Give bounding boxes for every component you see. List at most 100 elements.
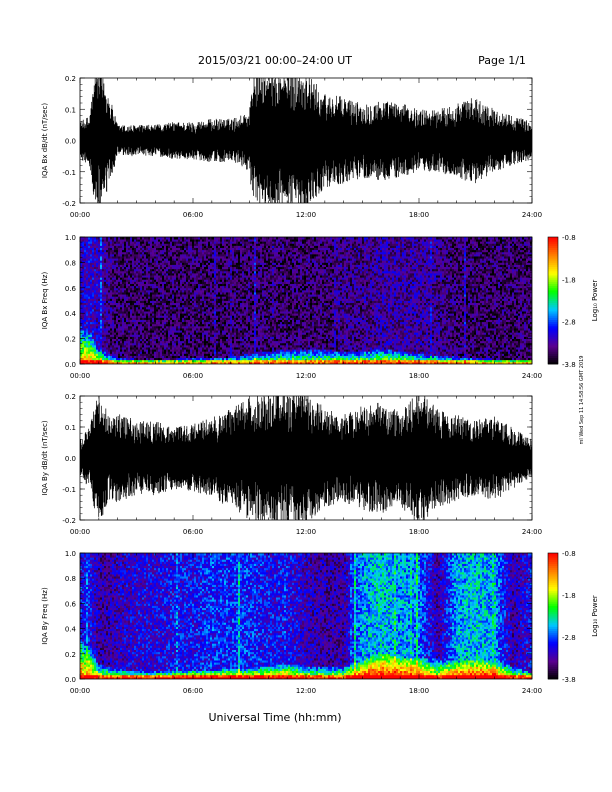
spectrogram-cell	[224, 294, 227, 297]
spectrogram-cell	[92, 275, 95, 278]
spectrogram-cell	[82, 302, 85, 306]
spectrogram-cell	[164, 270, 167, 274]
spectrogram-cell	[128, 321, 131, 325]
spectrogram-cell	[208, 344, 211, 348]
spectrogram-cell	[86, 311, 89, 314]
spectrogram-cell	[240, 349, 243, 352]
spectrogram-cell	[230, 268, 233, 272]
spectrogram-cell	[216, 355, 219, 359]
spectrogram-cell	[186, 347, 189, 350]
spectrogram-cell	[84, 239, 87, 242]
spectrogram-cell	[190, 344, 193, 348]
spectrogram-cell	[124, 283, 127, 287]
spectrogram-cell	[122, 353, 125, 356]
spectrogram-cell	[148, 272, 151, 276]
spectrogram-cell	[88, 298, 91, 301]
spectrogram-cell	[202, 317, 205, 320]
spectrogram-cell	[206, 302, 209, 306]
spectrogram-cell	[194, 237, 197, 240]
spectrogram-cell	[214, 264, 217, 268]
spectrogram-cell	[114, 239, 117, 242]
spectrogram-cell	[104, 287, 107, 291]
spectrogram-cell	[94, 272, 97, 276]
spectrogram-cell	[164, 308, 167, 312]
spectrogram-cell	[134, 279, 137, 282]
spectrogram-cell	[186, 306, 189, 310]
spectrogram-cell	[158, 283, 161, 287]
spectrogram-cell	[100, 296, 103, 299]
spectrogram-cell	[118, 336, 121, 339]
spectrogram-cell	[162, 321, 165, 325]
spectrogram-cell	[184, 287, 187, 291]
spectrogram-cell	[142, 349, 145, 352]
spectrogram-cell	[196, 353, 199, 356]
spectrogram-cell	[90, 361, 93, 364]
spectrogram-cell	[150, 256, 153, 259]
spectrogram-cell	[238, 328, 241, 331]
spectrogram-cell	[142, 306, 145, 310]
spectrogram-cell	[80, 349, 83, 352]
spectrogram-cell	[194, 249, 197, 253]
spectrogram-cell	[166, 351, 169, 354]
spectrogram-cell	[144, 298, 147, 301]
spectrogram-cell	[160, 289, 163, 293]
spectrogram-cell	[174, 277, 177, 280]
spectrogram-cell	[194, 270, 197, 274]
spectrogram-cell	[218, 268, 221, 272]
spectrogram-cell	[166, 294, 169, 297]
spectrogram-cell	[186, 334, 189, 337]
spectrogram-cell	[128, 289, 131, 293]
spectrogram-cell	[232, 332, 235, 335]
spectrogram-cell	[96, 336, 99, 339]
spectrogram-cell	[80, 311, 83, 314]
spectrogram-cell	[240, 237, 243, 240]
spectrogram-cell	[154, 328, 157, 331]
spectrogram-cell	[84, 277, 87, 280]
spectrogram-cell	[236, 237, 239, 240]
spectrogram-cell	[194, 361, 197, 364]
spectrogram-cell	[102, 315, 105, 318]
spectrogram-cell	[150, 321, 153, 325]
spectrogram-cell	[86, 283, 89, 287]
spectrogram-cell	[120, 347, 123, 350]
spectrogram-cell	[226, 264, 229, 268]
spectrogram-cell	[182, 258, 185, 261]
spectrogram-cell	[120, 342, 123, 346]
spectrogram-cell	[80, 317, 83, 320]
spectrogram-cell	[146, 292, 149, 295]
spectrogram-cell	[214, 302, 217, 306]
spectrogram-cell	[144, 306, 147, 310]
spectrogram-cell	[186, 315, 189, 318]
spectrogram-cell	[96, 340, 99, 344]
spectrogram-cell	[174, 268, 177, 272]
spectrogram-cell	[218, 258, 221, 261]
spectrogram-cell	[146, 294, 149, 297]
spectrogram-cell	[232, 325, 235, 329]
spectrogram-cell	[228, 270, 231, 274]
spectrogram-cell	[226, 298, 229, 301]
spectrogram-cell	[170, 258, 173, 261]
spectrogram-cell	[104, 294, 107, 297]
spectrogram-cell	[104, 300, 107, 304]
spectrogram-cell	[110, 298, 113, 301]
spectrogram-cell	[186, 313, 189, 316]
spectrogram-cell	[100, 256, 103, 259]
spectrogram-cell	[118, 243, 121, 246]
spectrogram-cell	[148, 302, 151, 306]
spectrogram-cell	[108, 342, 111, 346]
spectrogram-cell	[130, 355, 133, 359]
spectrogram-cell	[146, 351, 149, 354]
spectrogram-cell	[172, 325, 175, 329]
spectrogram-cell	[80, 251, 83, 255]
spectrogram-cell	[132, 245, 135, 248]
spectrogram-cell	[146, 268, 149, 272]
spectrogram-cell	[92, 285, 95, 289]
spectrogram-cell	[240, 292, 243, 295]
spectrogram-cell	[234, 306, 237, 310]
spectrogram-cell	[98, 247, 101, 251]
spectrogram-cell	[118, 347, 121, 350]
spectrogram-cell	[86, 319, 89, 323]
spectrogram-cell	[212, 349, 215, 352]
spectrogram-cell	[98, 340, 101, 344]
spectrogram-cell	[102, 325, 105, 329]
